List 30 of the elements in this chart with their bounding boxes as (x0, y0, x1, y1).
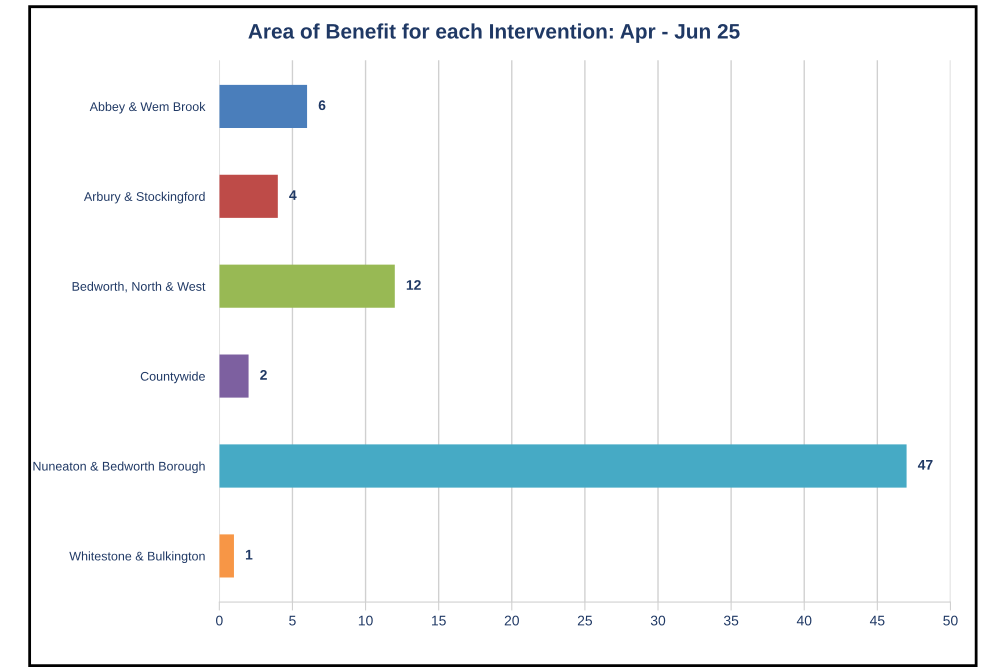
data-label: 47 (918, 460, 933, 470)
x-tick-label: 15 (432, 616, 446, 626)
y-tick-label: Arbury & Stockingford (84, 192, 205, 204)
x-tick-label: 5 (289, 616, 296, 626)
bar (219, 264, 395, 308)
bar (219, 354, 249, 398)
x-tick-label: 30 (650, 616, 666, 626)
y-tick-label: Bedworth, North & West (72, 282, 206, 292)
y-tick-label: Abbey & Wem Brook (90, 102, 206, 114)
x-tick-label: 20 (504, 616, 519, 626)
y-tick-label: Nuneaton & Bedworth Borough (33, 461, 205, 474)
bar (219, 84, 308, 128)
x-tick-label: 0 (216, 616, 223, 626)
data-label: 12 (406, 280, 421, 290)
data-label: 2 (260, 370, 267, 380)
x-tick-label: 35 (724, 616, 738, 626)
bar (219, 534, 234, 578)
data-label: 6 (318, 100, 326, 110)
data-label: 4 (289, 190, 297, 200)
x-tick-label: 45 (870, 616, 884, 626)
data-label: 1 (246, 550, 252, 560)
x-tick-label: 25 (578, 616, 592, 626)
bar (219, 174, 278, 218)
y-tick-label: Whitestone & Bulkington (69, 551, 205, 564)
chart-title: Area of Benefit for each Intervention: Apr - Jun 25 (248, 23, 740, 43)
x-tick-label: 10 (358, 616, 373, 626)
x-tick-label: 40 (796, 616, 812, 626)
x-tick-label: 50 (943, 616, 958, 626)
y-tick-label: Countywide (140, 372, 205, 384)
bar (219, 444, 907, 488)
